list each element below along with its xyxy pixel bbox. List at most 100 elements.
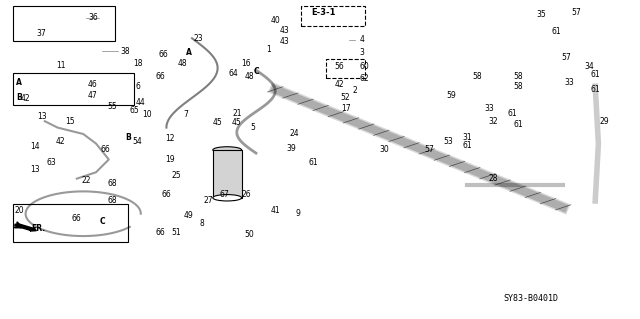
FancyArrow shape (15, 224, 36, 231)
Text: 51: 51 (171, 228, 181, 237)
Text: C: C (253, 67, 259, 76)
Text: 25: 25 (171, 171, 181, 180)
Text: 41: 41 (270, 206, 280, 215)
Text: 61: 61 (507, 109, 517, 118)
Text: C: C (100, 217, 105, 226)
Text: 16: 16 (241, 59, 252, 68)
Text: 55: 55 (107, 102, 117, 111)
Text: 28: 28 (488, 174, 497, 183)
Text: 48: 48 (244, 72, 255, 81)
Text: 34: 34 (584, 63, 594, 71)
Text: 31: 31 (462, 133, 472, 142)
Text: 63: 63 (46, 158, 56, 167)
Text: 13: 13 (30, 165, 40, 174)
Text: 22: 22 (82, 176, 91, 185)
Text: 38: 38 (120, 47, 130, 56)
Text: 66: 66 (72, 214, 82, 223)
Text: 36: 36 (88, 13, 98, 22)
Text: 33: 33 (564, 78, 575, 87)
Bar (13, 204, 128, 242)
Text: 24: 24 (289, 130, 300, 138)
Bar (13, 6, 115, 41)
Text: 61: 61 (513, 120, 524, 129)
Text: 1: 1 (266, 45, 271, 54)
Text: 66: 66 (158, 50, 168, 59)
Text: 57: 57 (424, 145, 434, 154)
Text: 58: 58 (513, 82, 524, 91)
Text: 61: 61 (308, 158, 319, 167)
Text: 50: 50 (244, 230, 255, 239)
Ellipse shape (212, 147, 242, 153)
Text: 9: 9 (295, 209, 300, 218)
Text: 52: 52 (340, 93, 351, 102)
Text: 8: 8 (199, 219, 204, 228)
Text: 15: 15 (65, 117, 76, 126)
Text: 39: 39 (286, 144, 296, 153)
Text: 61: 61 (590, 85, 600, 94)
Text: 10: 10 (142, 110, 152, 119)
Text: 66: 66 (155, 228, 165, 237)
Text: 59: 59 (446, 91, 456, 100)
Text: 42: 42 (334, 80, 344, 89)
Text: 47: 47 (88, 91, 98, 100)
Text: 7: 7 (183, 110, 188, 119)
Text: 56: 56 (334, 63, 344, 71)
Text: 48: 48 (177, 59, 188, 68)
Text: 30: 30 (379, 145, 389, 154)
Text: B: B (17, 93, 22, 102)
Text: FR.: FR. (31, 224, 45, 233)
Text: 49: 49 (184, 211, 194, 220)
Text: 4: 4 (359, 35, 364, 44)
Text: 43: 43 (280, 26, 290, 35)
Text: 3: 3 (359, 48, 364, 57)
Text: 66: 66 (161, 190, 172, 199)
Text: 19: 19 (164, 155, 175, 164)
Text: 33: 33 (484, 104, 495, 113)
Bar (326, 59, 365, 78)
Text: 43: 43 (280, 37, 290, 46)
Text: 61: 61 (552, 27, 562, 36)
Text: 45: 45 (232, 118, 242, 127)
Bar (213, 150, 242, 198)
Text: 18: 18 (133, 59, 142, 68)
Text: 45: 45 (212, 118, 223, 127)
Text: 67: 67 (219, 190, 229, 199)
Text: 12: 12 (165, 134, 174, 143)
Text: 17: 17 (340, 104, 351, 113)
Text: 2: 2 (353, 86, 358, 95)
Text: 5: 5 (250, 123, 255, 132)
Text: 64: 64 (228, 69, 239, 78)
Ellipse shape (212, 195, 242, 201)
Text: 27: 27 (203, 197, 213, 205)
Text: 68: 68 (107, 197, 117, 205)
Text: 29: 29 (600, 117, 610, 126)
Text: 35: 35 (536, 10, 546, 19)
Bar (301, 6, 365, 26)
Text: 44: 44 (136, 98, 146, 107)
Text: 57: 57 (571, 8, 581, 17)
Text: 26: 26 (241, 190, 252, 199)
Text: A: A (186, 48, 192, 57)
Text: 66: 66 (100, 145, 111, 154)
Text: 20: 20 (14, 206, 24, 215)
Text: 61: 61 (462, 141, 472, 150)
Text: 58: 58 (472, 72, 482, 81)
Text: 21: 21 (232, 109, 241, 118)
Text: 54: 54 (132, 137, 143, 146)
Text: 6: 6 (135, 82, 140, 91)
Text: 13: 13 (36, 112, 47, 121)
Text: SY83-B0401D: SY83-B0401D (504, 294, 559, 303)
Text: 66: 66 (155, 72, 165, 81)
Text: 58: 58 (513, 72, 524, 81)
Bar (13, 73, 134, 105)
Text: 37: 37 (36, 29, 47, 38)
Text: 40: 40 (270, 16, 280, 25)
Text: 53: 53 (443, 137, 453, 146)
Text: 62: 62 (360, 74, 370, 83)
Text: 57: 57 (561, 53, 572, 62)
Text: 68: 68 (107, 179, 117, 188)
Text: B: B (125, 133, 131, 142)
Text: 14: 14 (30, 142, 40, 151)
Text: 32: 32 (488, 117, 498, 126)
Text: 61: 61 (590, 70, 600, 79)
